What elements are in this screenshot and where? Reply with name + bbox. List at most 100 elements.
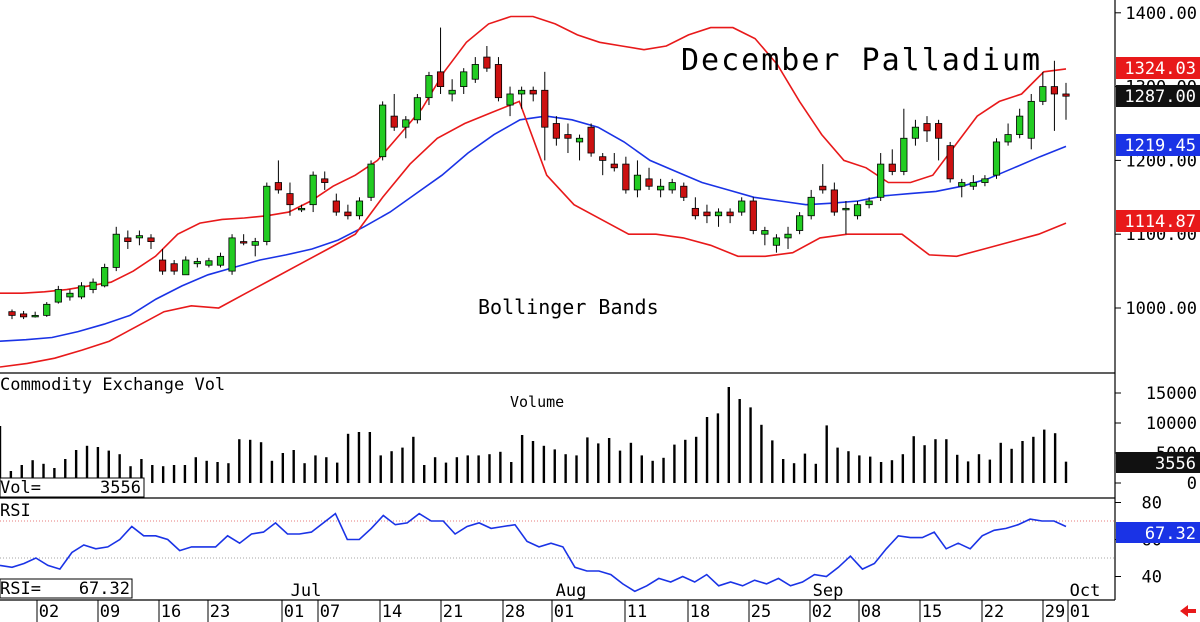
up-candle-body [379,104,387,158]
candle [610,153,618,172]
rsi-tick-label: 40 [1142,568,1162,588]
candle [101,263,109,288]
up-candle-body [969,182,977,187]
candle [691,197,699,220]
candle [66,289,74,301]
rsi-last-badge-bg [1116,522,1200,543]
up-candle-body [54,289,62,303]
down-candle-body [147,237,155,242]
candle [877,153,885,201]
candle [541,71,549,161]
candle [205,257,213,268]
scroll-left-arrow-icon[interactable] [1180,605,1196,617]
price-candles [8,27,1070,320]
chart-title: December Palladium [681,43,1042,78]
candle [193,257,201,268]
volume-tick-label: 0 [1187,474,1197,494]
up-candle-body [193,261,201,265]
up-candle-body [981,178,989,183]
candle [981,175,989,187]
rsi-readout-label: RSI= [0,579,41,599]
date-tick-label: 28 [505,602,525,622]
candle [402,116,410,139]
candle [992,138,1001,179]
volume-axis: 150001000050000 [1115,384,1197,494]
down-candle-body [321,178,329,183]
date-tick-label: 25 [751,602,771,622]
volume-panel-title: Commodity Exchange Vol [0,375,225,395]
candle [182,256,190,276]
candle [240,234,248,246]
candle [436,27,445,94]
rsi-panel-title: RSI [0,501,31,521]
month-label: Oct [1070,581,1101,601]
down-candle-body [1062,93,1070,97]
down-candle-body [1050,86,1059,95]
volume-readout-value: 3556 [100,478,141,498]
candle [286,182,294,216]
upper-band-badge-text: 1324.03 [1124,59,1196,79]
candle [842,200,850,235]
candle [8,309,16,320]
candle [124,230,132,249]
down-candle-body [170,263,178,272]
up-candle-body [66,292,74,298]
down-candle-body [819,185,827,191]
candle [135,230,143,246]
candle [54,285,62,304]
up-candle-body [796,215,804,231]
candle [633,160,642,198]
date-tick-label: 22 [984,602,1004,622]
last-price-badge-text: 1287.00 [1124,87,1196,107]
candle [355,197,364,220]
candle [77,282,86,300]
up-candle-body [425,75,433,99]
month-label: Jul [291,581,322,601]
candle [19,310,28,320]
lower-bollinger-band [0,100,1067,368]
candle [807,189,815,220]
up-candle-body [460,71,468,87]
candle [216,252,225,268]
candle [726,208,734,224]
up-candle-body [297,207,306,211]
candle [738,197,746,216]
volume-readout-box [0,477,145,498]
panel-frames [0,0,1116,601]
candle [89,278,97,294]
middle-band-badge-bg [1116,134,1200,156]
down-candle-body [158,259,167,272]
rsi-last-badge-text: 67.32 [1145,524,1196,544]
down-candle-body [888,163,896,172]
candle [448,79,456,102]
up-candle-body [31,314,39,318]
lower-band-badge-text: 1114.87 [1124,212,1196,232]
bollinger-bands [0,15,1067,368]
up-candle-body [355,200,364,217]
candle [923,116,931,142]
down-candle-body [587,126,595,154]
volume-readout-label: Vol= [0,478,41,498]
candle [900,108,908,176]
down-candle-body [599,156,607,161]
rsi-tick-label: 80 [1142,494,1162,514]
price-tick-label: 1400.00 [1125,4,1197,24]
candle [1004,123,1012,146]
date-tick-label: 01 [554,602,574,622]
down-candle-body [19,313,28,318]
lower-band-badge-bg [1116,210,1200,232]
up-candle-body [402,119,410,128]
up-candle-body [182,259,190,276]
up-candle-body [911,126,920,139]
up-candle-body [877,163,885,198]
date-tick-label: 02 [39,602,59,622]
candle [969,175,977,190]
down-candle-body [286,193,294,206]
candle [830,182,838,216]
up-candle-body [112,233,120,268]
down-candle-body [390,115,398,128]
volume-tick-label: 10000 [1146,414,1197,434]
up-candle-body [633,174,642,191]
